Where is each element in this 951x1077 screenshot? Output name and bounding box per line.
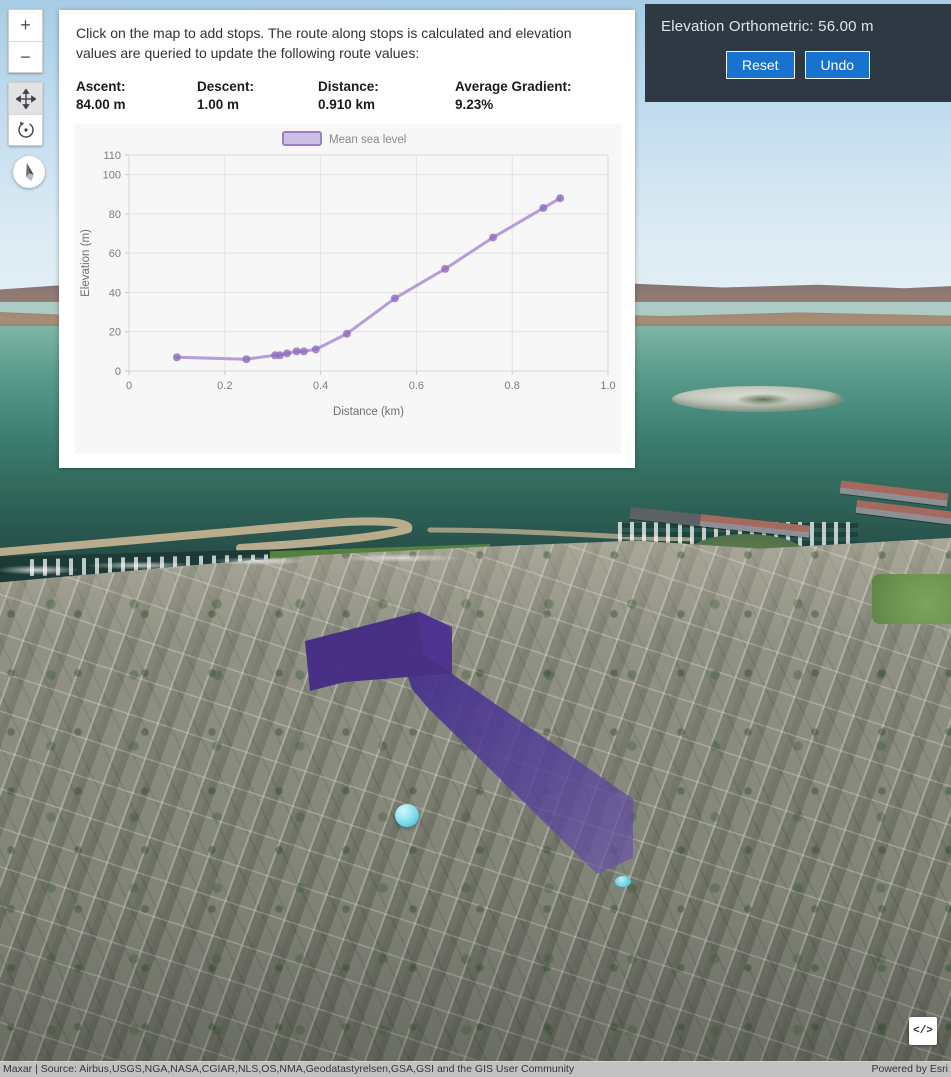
svg-text:40: 40 bbox=[109, 287, 121, 299]
stat-label: Ascent: bbox=[76, 78, 126, 94]
rotate-mode-button[interactable] bbox=[9, 114, 42, 145]
compass-icon bbox=[26, 162, 34, 182]
stat-value: 84.00 m bbox=[76, 96, 126, 112]
map-attribution-bar: Maxar | Source: Airbus,USGS,NGA,NASA,CGI… bbox=[0, 1061, 951, 1077]
svg-text:20: 20 bbox=[109, 327, 121, 339]
stat-label: Average Gradient: bbox=[455, 78, 572, 94]
svg-text:0.6: 0.6 bbox=[409, 380, 424, 392]
svg-text:110: 110 bbox=[103, 150, 121, 162]
svg-text:Distance (km): Distance (km) bbox=[333, 406, 404, 418]
map-navigation-toolbar: + − bbox=[8, 9, 45, 188]
route-stop-sphere[interactable] bbox=[395, 804, 419, 827]
stat-average-gradient: Average Gradient: 9.23% bbox=[455, 78, 572, 114]
elevation-readout-panel: Elevation Orthometric: 56.00 m Reset Und… bbox=[645, 4, 951, 102]
svg-text:Elevation (m): Elevation (m) bbox=[80, 229, 92, 297]
elevation-orthometric-readout: Elevation Orthometric: 56.00 m bbox=[661, 18, 874, 35]
stat-label: Descent: bbox=[197, 78, 255, 94]
svg-text:0: 0 bbox=[115, 366, 121, 378]
svg-text:60: 60 bbox=[109, 248, 121, 260]
stat-distance: Distance: 0.910 km bbox=[318, 78, 455, 114]
route-stop-marker[interactable] bbox=[615, 876, 631, 887]
zoom-out-button[interactable]: − bbox=[9, 41, 42, 72]
svg-text:1.0: 1.0 bbox=[600, 380, 615, 392]
zoom-in-button[interactable]: + bbox=[9, 10, 42, 41]
svg-text:0.8: 0.8 bbox=[505, 380, 520, 392]
panel-instructions: Click on the map to add stops. The route… bbox=[76, 25, 572, 61]
compass-button[interactable] bbox=[13, 156, 45, 188]
undo-button[interactable]: Undo bbox=[804, 51, 871, 79]
rotate-icon bbox=[17, 121, 34, 138]
pan-mode-button[interactable] bbox=[9, 83, 42, 114]
city-trees bbox=[0, 537, 951, 1062]
elevation-profile-chart: 0 20 40 60 80 100 110 0 0.2 0.4 0.6 0.8 1.0 Elevation… bbox=[75, 124, 621, 453]
svg-text:0.4: 0.4 bbox=[313, 380, 328, 392]
svg-text:0.2: 0.2 bbox=[217, 380, 232, 392]
svg-text:80: 80 bbox=[109, 209, 121, 221]
svg-text:0: 0 bbox=[126, 380, 132, 392]
stat-ascent: Ascent: 84.00 m bbox=[76, 78, 197, 114]
minus-icon: − bbox=[20, 46, 31, 67]
svg-text:100: 100 bbox=[103, 170, 121, 182]
powered-by-esri: Powered by Esri bbox=[871, 1063, 948, 1075]
elevation-profile-panel: Click on the map to add stops. The route… bbox=[59, 10, 635, 468]
svg-text:Mean sea level: Mean sea level bbox=[329, 134, 406, 146]
attribution-sources: Maxar | Source: Airbus,USGS,NGA,NASA,CGI… bbox=[3, 1063, 575, 1075]
stat-value: 1.00 m bbox=[197, 96, 240, 112]
baseball-field bbox=[872, 574, 951, 624]
island bbox=[672, 386, 844, 412]
city-blocks bbox=[0, 537, 951, 1062]
pan-move-icon bbox=[15, 88, 36, 109]
code-icon: </> bbox=[913, 1025, 933, 1037]
plus-icon: + bbox=[20, 15, 31, 35]
view-source-code-button[interactable]: </> bbox=[909, 1017, 937, 1045]
stat-descent: Descent: 1.00 m bbox=[197, 78, 318, 114]
reset-button[interactable]: Reset bbox=[725, 51, 795, 79]
stat-value: 9.23% bbox=[455, 96, 494, 112]
route-stats-row: Ascent: 84.00 m Descent: 1.00 m Distance… bbox=[76, 78, 618, 114]
stat-label: Distance: bbox=[318, 78, 379, 94]
stat-value: 0.910 km bbox=[318, 96, 376, 112]
